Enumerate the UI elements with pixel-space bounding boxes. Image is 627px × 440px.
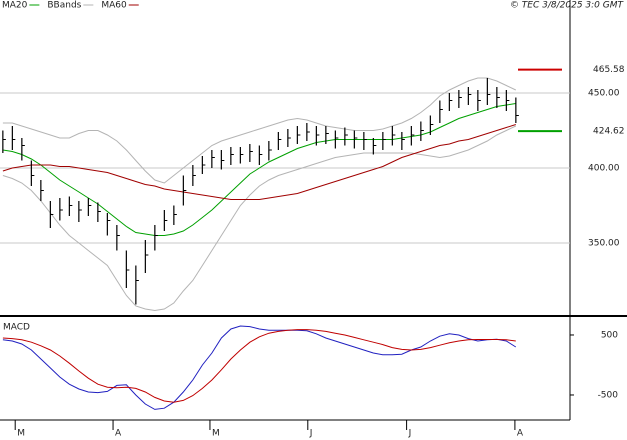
macd-line — [2, 329, 516, 403]
y-tick-label: 400.00 — [588, 164, 620, 174]
legend-label: MA60 — [101, 1, 127, 11]
x-tick-label: A — [115, 429, 122, 439]
x-tick-label: A — [517, 429, 524, 439]
bband-line — [2, 125, 517, 312]
x-tick-label: J — [309, 429, 313, 439]
y-tick-label: 450.00 — [588, 89, 620, 99]
marker-label: 424.62 — [593, 127, 625, 137]
marker-label: 465.58 — [593, 65, 625, 75]
y-tick-label: 350.00 — [588, 239, 620, 249]
x-tick-label: J — [408, 429, 412, 439]
ma-line — [2, 124, 516, 200]
bband-line — [2, 77, 517, 184]
macd-title: MACD — [3, 323, 30, 333]
y-tick-label: 500 — [601, 330, 618, 340]
x-tick-label: M — [212, 429, 220, 439]
macd-line — [2, 325, 517, 410]
y-tick-label: -500 — [598, 390, 619, 400]
annotation: © TEC 3/8/2025 3:0 GMT — [510, 1, 625, 11]
x-tick-label: M — [17, 429, 25, 439]
legend-label: MA20 — [2, 1, 28, 11]
ma-line — [2, 103, 516, 236]
legend-label: BBands — [47, 1, 81, 11]
